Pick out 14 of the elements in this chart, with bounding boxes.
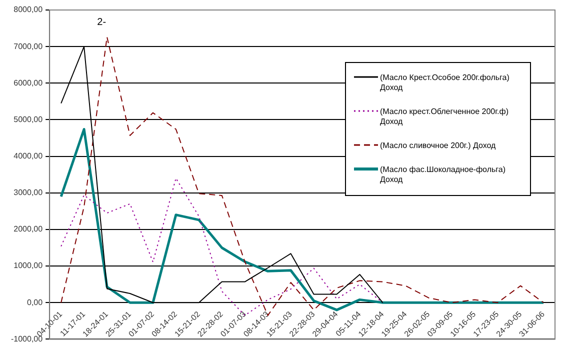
y-tick-label: 1000,00 xyxy=(14,261,44,270)
y-tick-label: 0,00 xyxy=(27,298,44,307)
legend-label: (Масло крест.Облегченное 200г.ф) Доход xyxy=(380,107,510,127)
annotation: 2- xyxy=(97,16,106,28)
y-tick-label: 4000,00 xyxy=(14,152,44,161)
y-tick-label: 7000,00 xyxy=(14,42,44,51)
legend-label: (Масло фас.Шоколадное-фольга) Доход xyxy=(380,165,507,185)
y-tick-label: 6000,00 xyxy=(14,78,44,88)
y-tick-label: 3000,00 xyxy=(14,188,44,198)
legend-label: (Масло Крест.Особое 200г.фольга) Доход xyxy=(380,73,510,93)
y-tick-label: 8000,00 xyxy=(14,5,44,14)
y-tick-label: 5000,00 xyxy=(14,114,44,124)
y-tick-label: 2000,00 xyxy=(14,224,44,234)
legend-label: (Масло сливочное 200г.) Доход xyxy=(380,141,497,151)
